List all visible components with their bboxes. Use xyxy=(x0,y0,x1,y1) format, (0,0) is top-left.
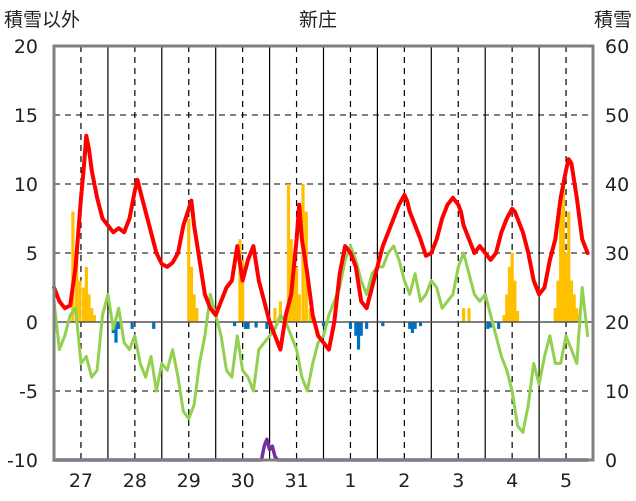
x-tick-label: 27 xyxy=(69,470,93,492)
precip-bar xyxy=(510,253,514,322)
gridlines xyxy=(53,46,593,460)
precip-bar xyxy=(418,322,423,327)
x-tick-label: 30 xyxy=(231,470,255,492)
precip-bar xyxy=(84,266,88,322)
precip-bar xyxy=(502,315,506,322)
precip-bar xyxy=(556,280,560,322)
x-tick-label: 1 xyxy=(344,470,356,492)
x-axis-ticks: 27 28 29 30 31 1 2 3 4 5 xyxy=(69,470,572,492)
left-tick-label: 5 xyxy=(26,243,38,265)
snow-depth-line xyxy=(52,437,590,462)
x-tick-label: 3 xyxy=(452,470,464,492)
right-tick-label: 60 xyxy=(605,36,629,58)
left-tick-label: 20 xyxy=(14,36,38,58)
right-tick-label: 20 xyxy=(605,312,629,334)
left-tick-label: 15 xyxy=(14,105,38,127)
right-tick-label: 30 xyxy=(605,243,629,265)
precip-bar xyxy=(462,308,466,322)
precip-bar xyxy=(187,218,191,322)
left-tick-label: 0 xyxy=(26,312,38,334)
precip-bar xyxy=(572,294,576,322)
plot-frame xyxy=(52,44,595,462)
left-tick-label: -5 xyxy=(19,381,38,403)
precip-bar xyxy=(507,266,512,322)
precip-bar xyxy=(567,211,571,322)
left-axis-ticks: -10 -5 0 5 10 15 20 xyxy=(7,36,38,472)
precip-bar xyxy=(232,322,237,327)
precip-bar xyxy=(152,322,156,329)
precip-bar xyxy=(246,322,250,329)
x-tick-label: 31 xyxy=(284,470,308,492)
precip-bar xyxy=(192,294,196,322)
precip-bar xyxy=(294,266,299,322)
precip-bar xyxy=(365,322,369,329)
precip-bar xyxy=(273,308,277,322)
precip-bar xyxy=(117,322,121,329)
precip-bar xyxy=(114,322,118,343)
precip-bar xyxy=(413,322,417,329)
temp-max-line xyxy=(52,133,590,352)
precip-bar xyxy=(505,294,509,322)
precip-bar xyxy=(381,322,385,327)
precip-bar xyxy=(90,308,94,322)
precip-bar xyxy=(308,308,312,322)
precip-bar xyxy=(78,280,82,322)
right-axis-label: 積雪 xyxy=(594,9,632,31)
x-tick-label: 29 xyxy=(177,470,201,492)
precip-bar xyxy=(195,308,199,322)
precip-bar xyxy=(513,280,517,322)
precip-bar xyxy=(189,266,194,322)
x-tick-label: 2 xyxy=(398,470,410,492)
right-tick-label: 50 xyxy=(605,105,629,127)
precip-bar xyxy=(241,259,245,322)
precip-bar xyxy=(82,287,86,322)
precip-bar xyxy=(130,322,134,329)
precip-bar xyxy=(467,308,471,322)
precip-bar xyxy=(238,239,242,322)
right-axis-ticks: 0 10 20 30 40 50 60 xyxy=(605,36,629,472)
precip-bar xyxy=(359,322,363,336)
precip-bar xyxy=(278,301,282,322)
x-tick-label: 4 xyxy=(506,470,518,492)
x-tick-label: 28 xyxy=(123,470,147,492)
precip-bar xyxy=(321,322,326,327)
precip-bar xyxy=(564,253,568,322)
precip-bar xyxy=(408,322,412,329)
precip-bar xyxy=(410,322,415,334)
precip-bar xyxy=(286,184,291,322)
right-tick-label: 0 xyxy=(605,450,617,472)
precip-bar xyxy=(354,322,358,336)
precip-bar xyxy=(356,322,361,350)
left-axis-label: 積雪以外 xyxy=(4,9,80,31)
left-tick-label: -10 xyxy=(7,450,38,472)
precip-bar xyxy=(265,322,269,329)
x-tick-label: 5 xyxy=(560,470,572,492)
precip-bar xyxy=(87,294,91,322)
precip-bar xyxy=(575,308,579,322)
precip-bar xyxy=(75,253,79,322)
left-tick-label: 10 xyxy=(14,174,38,196)
precip-bar xyxy=(488,322,493,328)
right-tick-label: 10 xyxy=(605,381,629,403)
precip-bar xyxy=(297,294,301,322)
precip-bar xyxy=(348,322,353,329)
precip-bar xyxy=(497,322,501,329)
chart-title: 新庄 xyxy=(299,9,337,31)
precip-bar xyxy=(561,184,565,322)
precip-bar xyxy=(553,308,557,322)
right-tick-label: 40 xyxy=(605,174,629,196)
precip-bar xyxy=(569,280,574,322)
precip-bar xyxy=(71,211,75,322)
precip-bar xyxy=(515,310,520,322)
precip-bar xyxy=(243,322,247,329)
precip-bar xyxy=(486,322,490,329)
precip-bar xyxy=(559,211,563,322)
precip-bar xyxy=(92,315,97,322)
precip-bar xyxy=(254,322,258,328)
